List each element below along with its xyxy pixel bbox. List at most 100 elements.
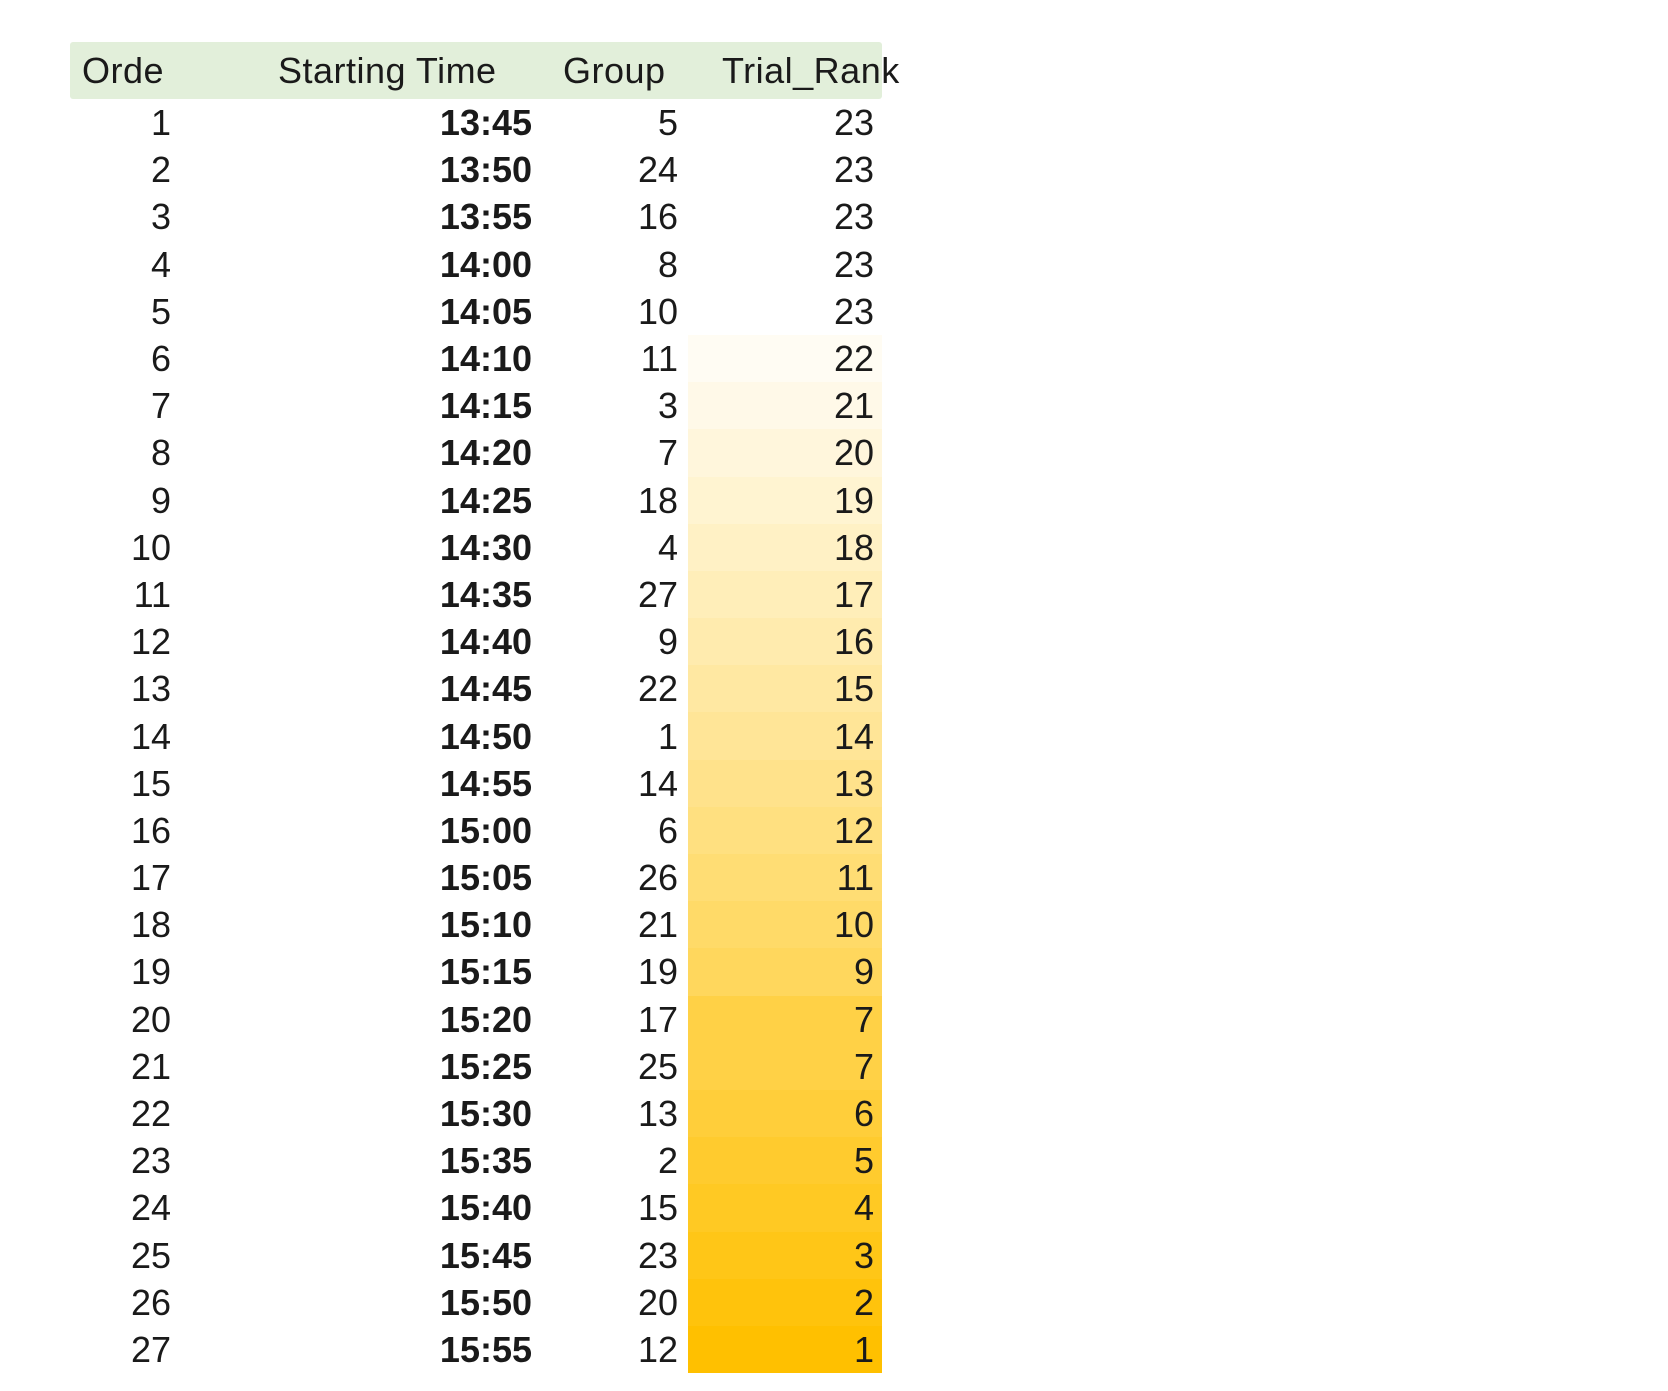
group-cell[interactable]: 4 [657, 526, 678, 568]
group-cell[interactable]: 6 [657, 809, 678, 851]
group-cell[interactable]: 21 [637, 904, 678, 946]
starting-time-cell[interactable]: 14:25 [439, 479, 532, 521]
order-cell[interactable]: 1 [150, 102, 171, 144]
trial-rank-cell[interactable]: 23 [688, 99, 882, 147]
trial-rank-cell[interactable]: 23 [688, 193, 882, 241]
order-cell[interactable]: 2 [150, 149, 171, 191]
trial-rank-cell[interactable]: 23 [688, 146, 882, 194]
group-cell[interactable]: 15 [637, 1187, 678, 1229]
starting-time-cell[interactable]: 15:30 [439, 1093, 532, 1135]
group-cell[interactable]: 20 [637, 1281, 678, 1323]
group-cell[interactable]: 8 [657, 243, 678, 285]
group-cell[interactable]: 5 [657, 102, 678, 144]
starting-time-cell[interactable]: 15:25 [439, 1045, 532, 1087]
group-cell[interactable]: 27 [637, 573, 678, 615]
trial-rank-cell[interactable]: 13 [688, 759, 882, 807]
group-cell[interactable]: 19 [637, 951, 678, 993]
starting-time-cell[interactable]: 14:35 [439, 573, 532, 615]
group-cell[interactable]: 24 [637, 149, 678, 191]
order-cell[interactable]: 21 [130, 1045, 171, 1087]
order-cell[interactable]: 14 [130, 715, 171, 757]
order-cell[interactable]: 8 [150, 432, 171, 474]
order-cell[interactable]: 22 [130, 1093, 171, 1135]
header-group[interactable]: Group [563, 50, 666, 91]
header-starting-time[interactable]: Starting Time [278, 50, 497, 91]
trial-rank-cell[interactable]: 7 [688, 995, 882, 1043]
starting-time-cell[interactable]: 13:45 [439, 102, 532, 144]
header-order[interactable]: Orde [82, 50, 165, 91]
order-cell[interactable]: 13 [130, 668, 171, 710]
group-cell[interactable]: 11 [640, 338, 678, 380]
starting-time-cell[interactable]: 14:45 [439, 668, 532, 710]
order-cell[interactable]: 3 [150, 196, 171, 238]
starting-time-cell[interactable]: 14:40 [439, 621, 532, 663]
group-cell[interactable]: 25 [637, 1045, 678, 1087]
starting-time-cell[interactable]: 15:45 [439, 1234, 532, 1276]
group-cell[interactable]: 16 [637, 196, 678, 238]
starting-time-cell[interactable]: 15:55 [439, 1328, 532, 1370]
order-cell[interactable]: 11 [133, 573, 171, 615]
group-cell[interactable]: 14 [637, 762, 678, 804]
order-cell[interactable]: 10 [130, 526, 171, 568]
order-cell[interactable]: 24 [130, 1187, 171, 1229]
order-cell[interactable]: 20 [130, 998, 171, 1040]
group-cell[interactable]: 3 [657, 385, 678, 427]
starting-time-cell[interactable]: 15:05 [439, 857, 532, 899]
trial-rank-cell[interactable]: 11 [688, 854, 882, 902]
group-cell[interactable]: 9 [657, 621, 678, 663]
starting-time-cell[interactable]: 14:30 [439, 526, 532, 568]
trial-rank-cell[interactable]: 23 [688, 240, 882, 288]
starting-time-cell[interactable]: 15:20 [439, 998, 532, 1040]
trial-rank-cell[interactable]: 10 [688, 901, 882, 949]
trial-rank-cell[interactable]: 7 [688, 1042, 882, 1090]
order-cell[interactable]: 18 [130, 904, 171, 946]
trial-rank-cell[interactable]: 6 [688, 1089, 882, 1138]
order-cell[interactable]: 7 [150, 385, 171, 427]
trial-rank-cell[interactable]: 5 [688, 1137, 882, 1185]
trial-rank-cell[interactable]: 2 [688, 1278, 882, 1326]
starting-time-cell[interactable]: 14:05 [439, 290, 532, 332]
order-cell[interactable]: 5 [150, 290, 171, 332]
group-cell[interactable]: 1 [657, 715, 678, 757]
group-cell[interactable]: 7 [657, 432, 678, 474]
trial-rank-cell[interactable]: 3 [688, 1231, 882, 1279]
trial-rank-cell[interactable]: 19 [688, 476, 882, 524]
order-cell[interactable]: 26 [130, 1281, 171, 1323]
order-cell[interactable]: 6 [150, 338, 171, 380]
starting-time-cell[interactable]: 15:40 [439, 1187, 532, 1229]
order-cell[interactable]: 23 [130, 1140, 171, 1182]
starting-time-cell[interactable]: 14:10 [439, 338, 532, 380]
group-cell[interactable]: 26 [637, 857, 678, 899]
group-cell[interactable]: 17 [637, 998, 678, 1040]
trial-rank-cell[interactable]: 4 [688, 1184, 882, 1232]
order-cell[interactable]: 4 [150, 243, 171, 285]
trial-rank-cell[interactable]: 15 [688, 665, 882, 713]
group-cell[interactable]: 22 [637, 668, 678, 710]
order-cell[interactable]: 15 [130, 762, 171, 804]
starting-time-cell[interactable]: 14:20 [439, 432, 532, 474]
order-cell[interactable]: 12 [130, 621, 171, 663]
starting-time-cell[interactable]: 13:55 [439, 196, 532, 238]
starting-time-cell[interactable]: 14:55 [439, 762, 532, 804]
starting-time-cell[interactable]: 15:10 [439, 904, 532, 946]
starting-time-cell[interactable]: 15:00 [439, 809, 532, 851]
trial-rank-cell[interactable]: 21 [688, 382, 882, 430]
starting-time-cell[interactable]: 15:50 [439, 1281, 532, 1323]
trial-rank-cell[interactable]: 16 [688, 618, 882, 666]
group-cell[interactable]: 12 [637, 1328, 678, 1370]
order-cell[interactable]: 16 [130, 809, 171, 851]
group-cell[interactable]: 13 [637, 1093, 678, 1135]
group-cell[interactable]: 23 [637, 1234, 678, 1276]
order-cell[interactable]: 17 [130, 857, 171, 899]
order-cell[interactable]: 19 [130, 951, 171, 993]
order-cell[interactable]: 25 [130, 1234, 171, 1276]
starting-time-cell[interactable]: 14:15 [439, 385, 532, 427]
group-cell[interactable]: 10 [637, 290, 678, 332]
trial-rank-cell[interactable]: 14 [688, 712, 882, 760]
group-cell[interactable]: 2 [657, 1140, 678, 1182]
trial-rank-cell[interactable]: 20 [688, 429, 882, 477]
header-trial-rank[interactable]: Trial_Rank [722, 50, 900, 91]
trial-rank-cell[interactable]: 9 [688, 948, 882, 996]
starting-time-cell[interactable]: 14:50 [439, 715, 532, 757]
starting-time-cell[interactable]: 15:35 [439, 1140, 532, 1182]
